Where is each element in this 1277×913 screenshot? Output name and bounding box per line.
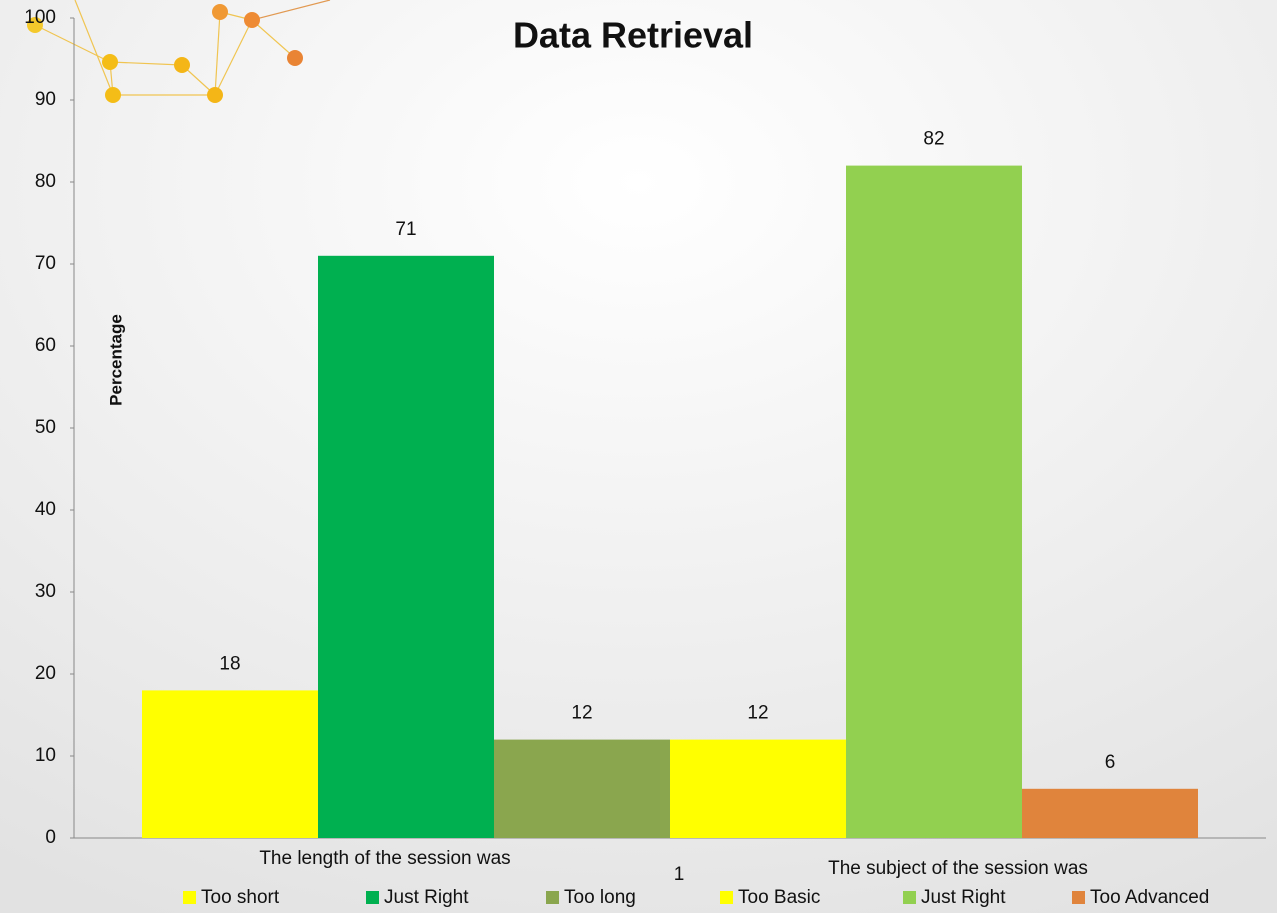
bar (846, 165, 1022, 839)
y-tick-label: 50 (35, 417, 56, 438)
legend-swatch (720, 891, 733, 904)
bar (1022, 788, 1198, 838)
legend-swatch (546, 891, 559, 904)
y-tick-label: 90 (35, 89, 56, 110)
annotation: The subject of the session was (828, 858, 1088, 879)
bar (670, 739, 846, 838)
y-tick-label: 0 (45, 827, 56, 848)
data-label: 12 (571, 703, 592, 724)
chart-title: Data Retrieval (513, 15, 753, 56)
data-label: 6 (1105, 752, 1116, 773)
legend-label: Too Advanced (1090, 887, 1209, 908)
legend-label: Just Right (921, 887, 1006, 908)
legend-swatch (366, 891, 379, 904)
bar (142, 690, 318, 838)
y-tick-label: 60 (35, 335, 56, 356)
bar (318, 255, 494, 839)
y-tick-label: 70 (35, 253, 56, 274)
y-tick-label: 100 (24, 7, 56, 28)
annotation: The length of the session was (259, 848, 510, 869)
x-tick-label: 1 (674, 864, 685, 885)
data-label: 12 (747, 703, 768, 724)
bar (494, 739, 670, 838)
legend-swatch (183, 891, 196, 904)
data-label: 82 (923, 129, 944, 150)
legend-label: Just Right (384, 887, 469, 908)
legend-label: Too long (564, 887, 636, 908)
legend-label: Too Basic (738, 887, 820, 908)
data-label: 71 (395, 219, 416, 240)
y-tick-label: 40 (35, 499, 56, 520)
y-tick-label: 80 (35, 171, 56, 192)
y-axis-label: Percentage (106, 314, 125, 406)
legend-swatch (903, 891, 916, 904)
legend-label: Too short (201, 887, 280, 908)
y-tick-label: 20 (35, 663, 56, 684)
y-tick-label: 30 (35, 581, 56, 602)
data-label: 18 (219, 653, 240, 674)
legend-swatch (1072, 891, 1085, 904)
y-tick-label: 10 (35, 745, 56, 766)
decoration (27, 0, 331, 103)
